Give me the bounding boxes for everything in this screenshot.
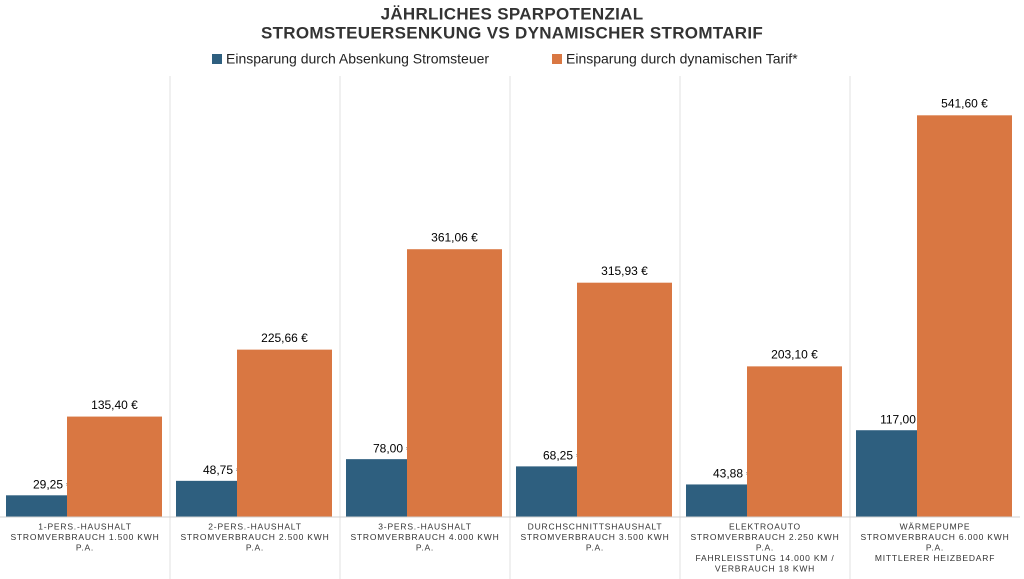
bar (67, 416, 162, 517)
bar (577, 282, 672, 517)
x-tick-label: FAHRLEISSTUNG 14.000 KM / (695, 553, 834, 563)
x-tick-label: P.A. (586, 542, 604, 552)
chart-title: JÄHRLICHES SPARPOTENZIAL (381, 4, 644, 23)
bar (686, 484, 747, 517)
value-label: 78,00 € (373, 441, 413, 455)
x-tick-label: 3-PERS.-HAUSHALT (378, 521, 471, 531)
legend-label: Einsparung durch Absenkung Stromsteuer (226, 51, 489, 67)
bar (747, 366, 842, 517)
chart-title: STROMSTEUERSENKUNG VS DYNAMISCHER STROMT… (261, 23, 763, 42)
value-label: 541,60 € (941, 96, 988, 110)
x-tick-label: STROMVERBRAUCH 4.000 KWH (350, 532, 499, 542)
value-label: 361,06 € (431, 230, 478, 244)
x-tick-label: 2-PERS.-HAUSHALT (208, 521, 301, 531)
value-label: 203,10 € (771, 348, 818, 362)
x-tick-label: P.A. (756, 542, 774, 552)
value-label: 135,40 € (91, 398, 138, 412)
value-label: 29,25 € (33, 477, 73, 491)
bar (407, 249, 502, 517)
legend-swatch (212, 54, 222, 64)
value-label: 117,00 € (880, 412, 926, 426)
x-tick-label: MITTLERER HEIZBEDARF (875, 553, 995, 563)
value-label: 225,66 € (261, 331, 308, 345)
x-tick-label: WÄRMEPUMPE (900, 521, 971, 531)
x-tick-label: STROMVERBRAUCH 6.000 KWH (860, 532, 1009, 542)
x-tick-label: STROMVERBRAUCH 2.500 KWH (180, 532, 329, 542)
bar (237, 349, 332, 517)
x-tick-label: 1-PERS.-HAUSHALT (38, 521, 131, 531)
legend-label: Einsparung durch dynamischen Tarif* (566, 51, 798, 67)
x-tick-label: P.A. (76, 542, 94, 552)
x-tick-label: VERBRAUCH 18 KWH (715, 563, 815, 573)
x-tick-label: STROMVERBRAUCH 3.500 KWH (520, 532, 669, 542)
value-label: 315,93 € (601, 264, 648, 278)
bar (856, 430, 917, 517)
legend-swatch (552, 54, 562, 64)
bar (917, 115, 1012, 518)
x-tick-label: STROMVERBRAUCH 1.500 KWH (10, 532, 159, 542)
bar (346, 459, 407, 517)
x-tick-label: ELEKTROAUTO (729, 521, 801, 531)
bar (6, 495, 67, 517)
x-tick-label: P.A. (246, 542, 264, 552)
value-label: 48,75 € (203, 463, 243, 477)
value-label: 68,25 € (543, 449, 583, 463)
bar (516, 466, 577, 517)
bar (176, 480, 237, 517)
x-tick-label: P.A. (926, 542, 944, 552)
x-tick-label: STROMVERBRAUCH 2.250 KWH (690, 532, 839, 542)
x-tick-label: P.A. (416, 542, 434, 552)
value-label: 43,88 € (713, 467, 753, 481)
x-tick-label: DURCHSCHNITTSHAUSHALT (528, 521, 663, 531)
